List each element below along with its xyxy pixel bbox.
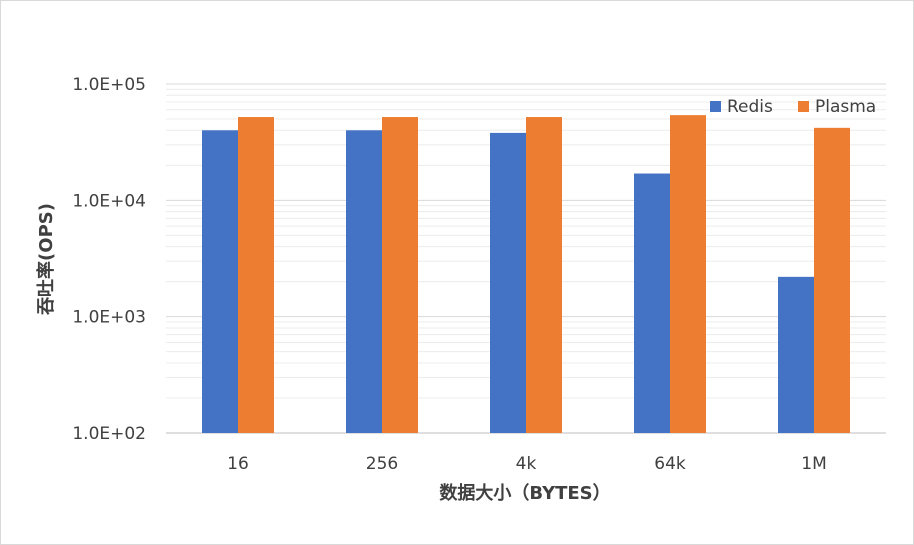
legend-label-plasma: Plasma [815, 97, 876, 117]
legend-label-redis: Redis [727, 97, 773, 117]
legend-swatch-plasma [798, 101, 809, 112]
x-tick-label: 4k [516, 454, 537, 474]
y-tick-label: 1.0E+03 [72, 308, 146, 328]
legend-swatch-redis [710, 101, 721, 112]
y-tick-labels: 1.0E+02 1.0E+03 1.0E+04 1.0E+05 [72, 75, 146, 444]
bar-redis [202, 130, 238, 433]
x-tick-label: 16 [227, 454, 249, 474]
x-axis-title: 数据大小（BYTES） [439, 482, 610, 504]
bar-plasma [382, 117, 418, 434]
y-tick-label: 1.0E+04 [72, 191, 146, 211]
x-tick-label: 256 [366, 454, 398, 474]
x-tick-label: 64k [654, 454, 686, 474]
bar-redis [634, 173, 670, 433]
bar-plasma [670, 115, 706, 433]
x-tick-labels: 16 256 4k 64k 1M [227, 454, 827, 474]
bars [202, 115, 850, 434]
bar-plasma [526, 117, 562, 434]
legend: Redis Plasma [710, 97, 876, 117]
bar-plasma [238, 117, 274, 434]
bar-redis [346, 130, 382, 433]
x-tick-label: 1M [801, 454, 826, 474]
bar-redis [778, 276, 814, 433]
bar-redis [490, 132, 526, 433]
y-tick-label: 1.0E+05 [72, 75, 146, 95]
bar-plasma [814, 127, 850, 433]
y-axis-title: 吞吐率(OPS) [35, 203, 57, 315]
y-tick-label: 1.0E+02 [72, 424, 146, 444]
